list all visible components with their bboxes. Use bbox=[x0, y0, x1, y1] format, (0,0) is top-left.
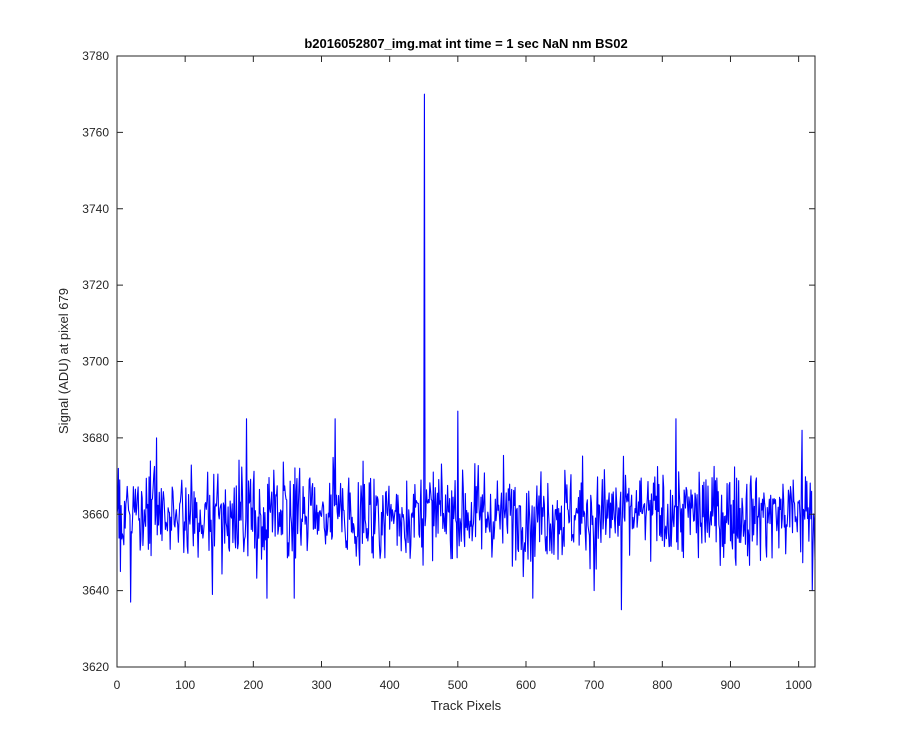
chart-title: b2016052807_img.mat int time = 1 sec NaN… bbox=[304, 36, 627, 51]
y-tick-label: 3760 bbox=[82, 125, 109, 139]
x-axis-label: Track Pixels bbox=[431, 698, 502, 713]
x-tick-label: 0 bbox=[114, 678, 121, 692]
series-line bbox=[116, 93, 816, 611]
x-tick-label: 200 bbox=[243, 678, 263, 692]
x-tick-label: 700 bbox=[584, 678, 604, 692]
y-tick-label: 3680 bbox=[82, 431, 109, 445]
y-tick-label: 3780 bbox=[82, 49, 109, 63]
y-tick-label: 3700 bbox=[82, 355, 109, 369]
x-tick-label: 800 bbox=[652, 678, 672, 692]
x-tick-label: 1000 bbox=[785, 678, 812, 692]
y-tick-label: 3640 bbox=[82, 584, 109, 598]
x-tick-label: 600 bbox=[516, 678, 536, 692]
x-tick-label: 400 bbox=[380, 678, 400, 692]
y-tick-label: 3720 bbox=[82, 278, 109, 292]
y-tick-label: 3620 bbox=[82, 660, 109, 674]
x-tick-label: 900 bbox=[720, 678, 740, 692]
y-tick-label: 3660 bbox=[82, 507, 109, 521]
plot-area bbox=[117, 56, 815, 667]
x-tick-label: 300 bbox=[311, 678, 331, 692]
y-axis-label: Signal (ADU) at pixel 679 bbox=[56, 288, 71, 434]
series-layer bbox=[116, 93, 816, 611]
x-tick-label: 500 bbox=[448, 678, 468, 692]
y-tick-label: 3740 bbox=[82, 202, 109, 216]
axes-layer: 0 100 200 300 400 500 600 700 800 900 1000 3620 3640… bbox=[82, 49, 816, 692]
x-tick-label: 100 bbox=[175, 678, 195, 692]
